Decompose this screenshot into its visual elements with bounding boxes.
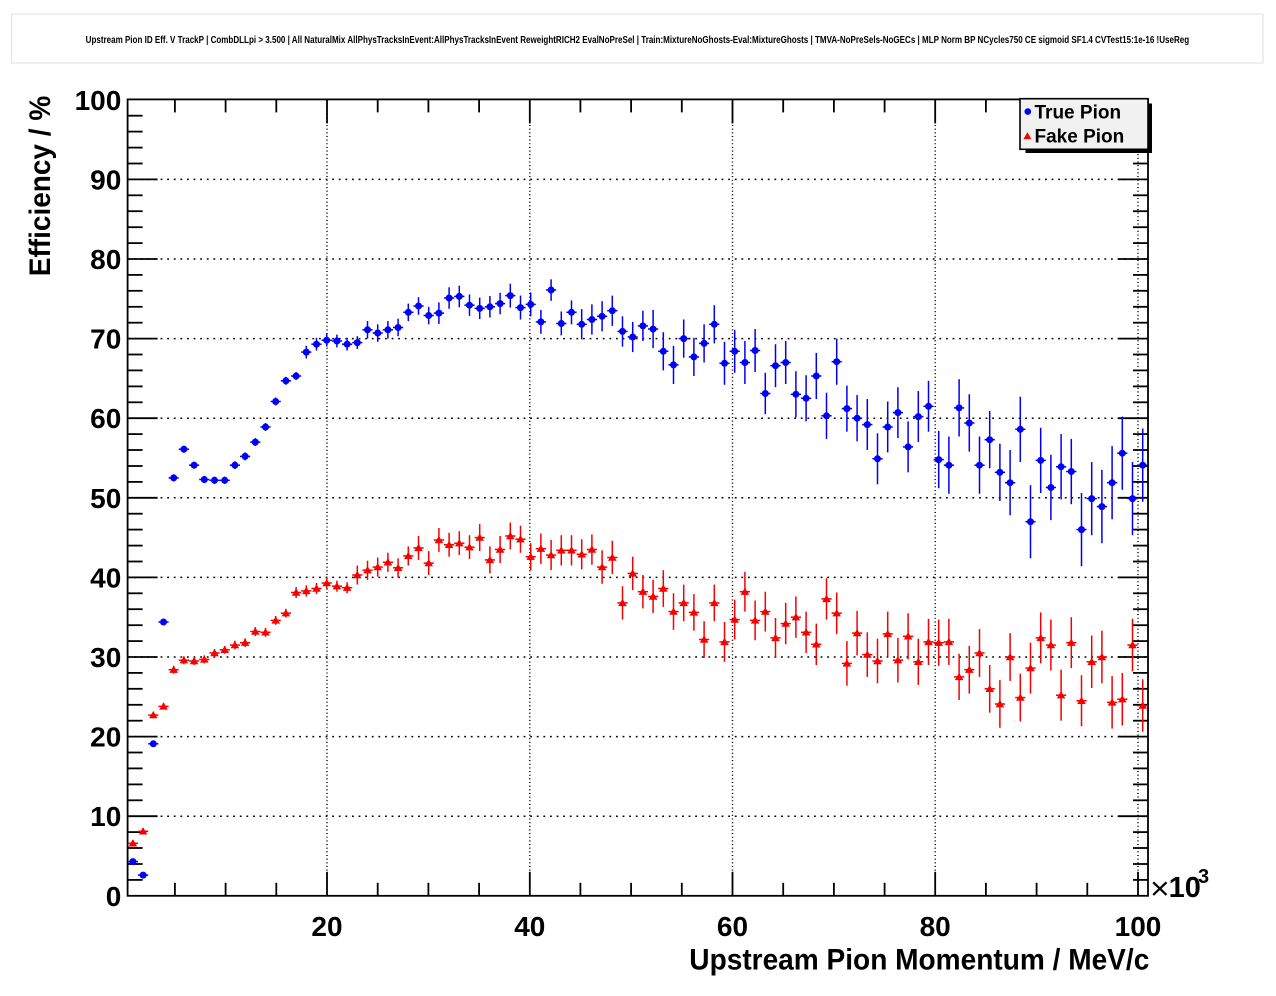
svg-text:40: 40 bbox=[514, 911, 545, 942]
svg-text:90: 90 bbox=[90, 164, 121, 195]
svg-text:Efficiency / %: Efficiency / % bbox=[24, 96, 57, 276]
svg-text:3: 3 bbox=[1198, 866, 1209, 888]
svg-text:60: 60 bbox=[90, 403, 121, 434]
svg-text:30: 30 bbox=[90, 642, 121, 673]
svg-text:Upstream Pion ID Eff. V TrackP: Upstream Pion ID Eff. V TrackP | CombDLL… bbox=[86, 34, 1190, 46]
svg-text:20: 20 bbox=[311, 911, 342, 942]
svg-text:80: 80 bbox=[920, 911, 951, 942]
svg-text:70: 70 bbox=[90, 324, 121, 355]
svg-text:10: 10 bbox=[90, 801, 121, 832]
svg-text:20: 20 bbox=[90, 722, 121, 753]
svg-text:50: 50 bbox=[90, 483, 121, 514]
svg-text:True Pion: True Pion bbox=[1035, 103, 1122, 124]
svg-text:10: 10 bbox=[1169, 872, 1201, 904]
svg-text:0: 0 bbox=[106, 881, 122, 912]
svg-text:100: 100 bbox=[75, 85, 122, 116]
svg-text:60: 60 bbox=[717, 911, 748, 942]
svg-text:40: 40 bbox=[90, 562, 121, 593]
svg-text:Fake Pion: Fake Pion bbox=[1035, 126, 1125, 147]
svg-text:100: 100 bbox=[1115, 911, 1162, 942]
svg-text:Upstream Pion Momentum / MeV/c: Upstream Pion Momentum / MeV/c bbox=[689, 943, 1149, 976]
svg-text:80: 80 bbox=[90, 244, 121, 275]
